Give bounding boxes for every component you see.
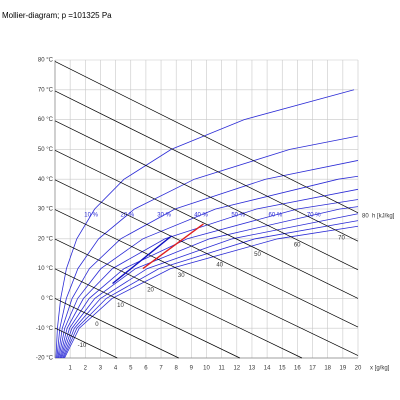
humidity-curve bbox=[60, 199, 359, 359]
humidity-label: 60 % bbox=[269, 213, 283, 219]
humidity-curve bbox=[61, 206, 359, 359]
humidity-curve bbox=[59, 188, 359, 359]
humidity-curve bbox=[62, 213, 359, 359]
humidity-curve bbox=[56, 135, 359, 359]
humidity-label: 20 % bbox=[121, 213, 135, 219]
humidity-label: 70 % bbox=[307, 213, 321, 219]
y-tick-label: 50 °C bbox=[38, 147, 54, 153]
enthalpy-label: 10 bbox=[117, 303, 124, 309]
enthalpy-label: 80 bbox=[362, 213, 369, 219]
humidity-curve bbox=[63, 220, 359, 359]
humidity-curve bbox=[57, 160, 359, 359]
enthalpy-label: 70 bbox=[338, 235, 345, 241]
x-tick-label: 20 bbox=[355, 366, 362, 372]
enthalpy-line bbox=[54, 238, 303, 359]
humidity-label: 30 % bbox=[157, 213, 171, 219]
enthalpy-label: 40 bbox=[216, 262, 223, 268]
y-tick-label: 30 °C bbox=[38, 207, 54, 213]
enthalpy-line bbox=[54, 209, 359, 356]
y-tick-label: 0 °C bbox=[41, 296, 53, 302]
enthalpy-unit: h [kJ/kg] bbox=[372, 213, 395, 219]
y-tick-label: 20 °C bbox=[38, 236, 54, 242]
enthalpy-label: 50 bbox=[254, 252, 261, 258]
y-tick-label: 70 °C bbox=[38, 87, 54, 93]
chart-title: Mollier-diagram; p =101325 Pa bbox=[2, 11, 112, 20]
humidity-label: 10 % bbox=[84, 213, 98, 219]
enthalpy-line bbox=[54, 298, 179, 359]
enthalpy-label: 20 bbox=[147, 288, 154, 294]
y-tick-label: 60 °C bbox=[38, 117, 54, 123]
x-tick-label: 17 bbox=[309, 366, 316, 372]
humidity-label: 50 % bbox=[231, 213, 245, 219]
x-tick-label: 11 bbox=[219, 366, 226, 372]
enthalpy-line bbox=[54, 120, 359, 271]
y-tick-label: 10 °C bbox=[38, 266, 54, 272]
x-tick-label: 2 bbox=[84, 366, 88, 372]
process-line bbox=[142, 223, 204, 270]
x-axis-label: x [g/kg] bbox=[370, 366, 390, 372]
x-tick-label: 15 bbox=[279, 366, 286, 372]
x-tick-label: 8 bbox=[175, 366, 179, 372]
enthalpy-line bbox=[54, 90, 359, 242]
humidity-curve bbox=[58, 175, 359, 359]
enthalpy-label: 60 bbox=[294, 242, 301, 248]
x-tick-label: 5 bbox=[129, 366, 133, 372]
humidity-label: 40 % bbox=[194, 213, 208, 219]
humidity-curve bbox=[55, 89, 355, 359]
enthalpy-label: 0 bbox=[95, 322, 99, 328]
enthalpy-line bbox=[54, 149, 359, 299]
x-tick-label: 3 bbox=[99, 366, 103, 372]
x-tick-label: 14 bbox=[264, 366, 271, 372]
enthalpy-line bbox=[54, 61, 359, 214]
x-tick-label: 16 bbox=[294, 366, 301, 372]
enthalpy-label: -10 bbox=[78, 343, 87, 349]
x-tick-label: 9 bbox=[190, 366, 194, 372]
x-tick-label: 10 bbox=[203, 366, 210, 372]
enthalpy-label: 30 bbox=[178, 273, 185, 279]
y-tick-label: -20 °C bbox=[36, 356, 54, 362]
enthalpy-line bbox=[54, 327, 118, 359]
y-tick-label: -10 °C bbox=[36, 326, 54, 332]
y-tick-label: 80 °C bbox=[38, 58, 54, 64]
x-tick-label: 6 bbox=[144, 366, 148, 372]
x-tick-label: 7 bbox=[159, 366, 163, 372]
x-tick-label: 1 bbox=[68, 366, 72, 372]
enthalpy-line bbox=[54, 179, 359, 328]
process-line bbox=[112, 235, 173, 285]
enthalpy-line bbox=[54, 268, 240, 359]
x-tick-label: 19 bbox=[340, 366, 347, 372]
x-tick-label: 4 bbox=[114, 366, 118, 372]
x-tick-label: 12 bbox=[233, 366, 240, 372]
x-tick-label: 13 bbox=[249, 366, 256, 372]
y-tick-label: 40 °C bbox=[38, 177, 54, 183]
x-tick-label: 18 bbox=[324, 366, 331, 372]
